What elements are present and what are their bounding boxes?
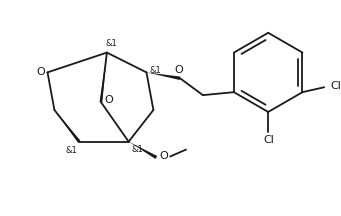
Polygon shape: [100, 52, 107, 102]
Text: &1: &1: [65, 146, 77, 155]
Text: O: O: [159, 151, 168, 162]
Text: Cl: Cl: [331, 81, 341, 91]
Text: O: O: [104, 95, 113, 105]
Text: Cl: Cl: [264, 135, 275, 145]
Text: &1: &1: [149, 66, 161, 75]
Polygon shape: [129, 142, 157, 159]
Polygon shape: [55, 110, 80, 143]
Text: &1: &1: [132, 145, 144, 154]
Text: &1: &1: [106, 39, 118, 48]
Text: O: O: [36, 67, 45, 77]
Text: O: O: [175, 65, 183, 75]
Polygon shape: [147, 72, 180, 80]
